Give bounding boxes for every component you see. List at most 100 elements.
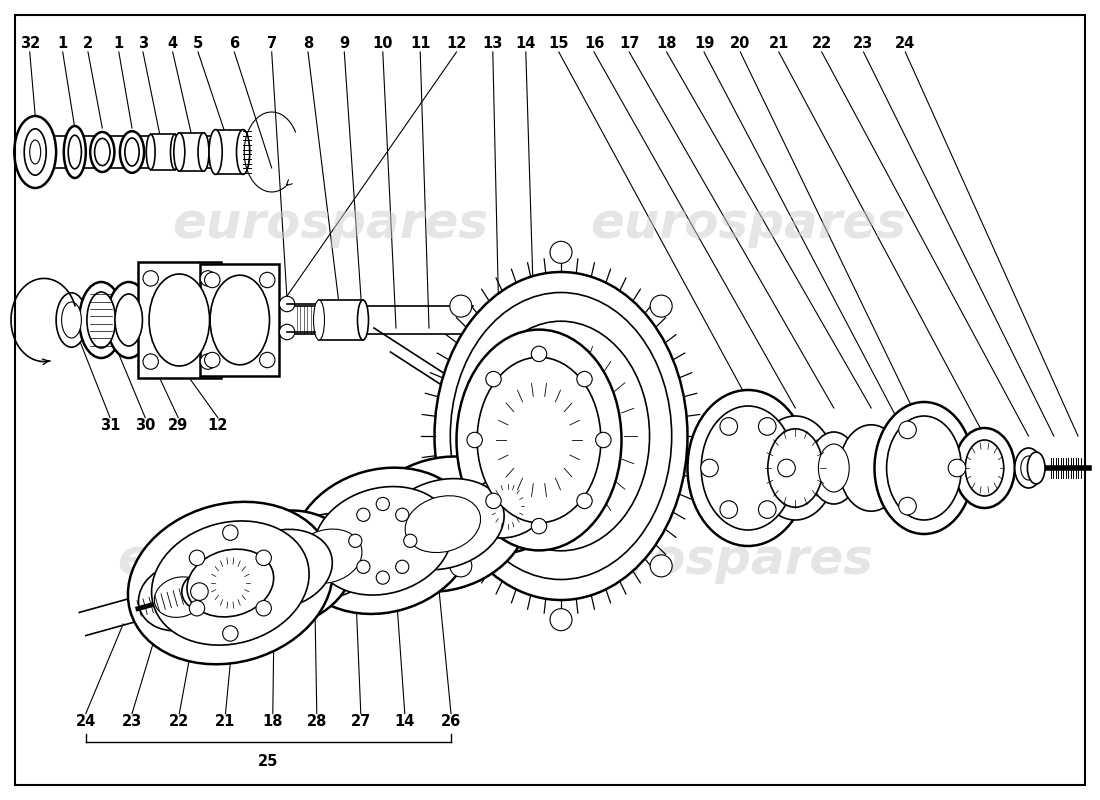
- Ellipse shape: [209, 130, 222, 174]
- Circle shape: [948, 459, 966, 477]
- Text: 24: 24: [895, 37, 915, 51]
- Text: eurospares: eurospares: [117, 536, 433, 584]
- Text: 1: 1: [57, 37, 68, 51]
- Text: 9: 9: [339, 37, 350, 51]
- Circle shape: [720, 501, 737, 518]
- Text: 7: 7: [266, 37, 277, 51]
- Text: 22: 22: [169, 714, 189, 729]
- Ellipse shape: [293, 468, 473, 614]
- Circle shape: [222, 525, 238, 540]
- Circle shape: [759, 501, 775, 518]
- Ellipse shape: [30, 140, 41, 164]
- Circle shape: [576, 493, 592, 509]
- Ellipse shape: [477, 357, 601, 523]
- Text: 8: 8: [302, 37, 313, 51]
- Text: 23: 23: [122, 714, 142, 729]
- Circle shape: [205, 272, 220, 288]
- Text: 4: 4: [167, 37, 178, 51]
- Text: 10: 10: [373, 37, 393, 51]
- Ellipse shape: [209, 510, 354, 627]
- Circle shape: [222, 626, 238, 641]
- Ellipse shape: [1027, 452, 1045, 484]
- Circle shape: [279, 324, 295, 340]
- Circle shape: [260, 352, 275, 368]
- Bar: [179, 133, 204, 171]
- Ellipse shape: [434, 272, 688, 600]
- Ellipse shape: [198, 133, 209, 171]
- Text: 19: 19: [694, 37, 714, 51]
- Ellipse shape: [818, 444, 849, 492]
- Text: 26: 26: [441, 714, 461, 729]
- Circle shape: [189, 550, 205, 566]
- Circle shape: [450, 555, 472, 577]
- Ellipse shape: [293, 529, 362, 583]
- Circle shape: [256, 601, 272, 616]
- Ellipse shape: [456, 330, 622, 550]
- Circle shape: [200, 354, 216, 370]
- Text: 18: 18: [263, 714, 283, 729]
- Text: 14: 14: [395, 714, 415, 729]
- Circle shape: [356, 508, 370, 522]
- Ellipse shape: [56, 293, 87, 347]
- Text: 27: 27: [351, 714, 371, 729]
- Text: 23: 23: [854, 37, 873, 51]
- Circle shape: [576, 371, 592, 387]
- Text: eurospares: eurospares: [172, 200, 488, 248]
- Text: 11: 11: [410, 37, 430, 51]
- Circle shape: [899, 498, 916, 515]
- Circle shape: [356, 560, 370, 574]
- Text: 15: 15: [549, 37, 569, 51]
- Ellipse shape: [466, 474, 548, 538]
- Circle shape: [550, 609, 572, 630]
- Text: 17: 17: [619, 37, 639, 51]
- Ellipse shape: [955, 428, 1014, 508]
- Text: eurospares: eurospares: [590, 200, 906, 248]
- Ellipse shape: [966, 440, 1003, 496]
- Ellipse shape: [756, 416, 835, 520]
- Ellipse shape: [152, 521, 309, 645]
- Circle shape: [143, 270, 158, 286]
- Ellipse shape: [95, 138, 110, 166]
- Bar: [200, 264, 279, 376]
- Ellipse shape: [79, 282, 123, 358]
- Circle shape: [396, 508, 409, 522]
- Ellipse shape: [64, 126, 86, 178]
- Bar: [216, 130, 243, 174]
- Circle shape: [182, 574, 217, 610]
- Ellipse shape: [887, 416, 961, 520]
- Ellipse shape: [128, 502, 333, 664]
- Circle shape: [205, 352, 220, 368]
- Circle shape: [189, 601, 205, 616]
- Ellipse shape: [1014, 448, 1043, 488]
- Circle shape: [550, 242, 572, 263]
- Ellipse shape: [120, 131, 144, 173]
- Ellipse shape: [90, 132, 114, 172]
- Circle shape: [759, 418, 775, 435]
- Ellipse shape: [405, 496, 481, 553]
- Bar: [151, 134, 175, 170]
- Ellipse shape: [382, 478, 504, 570]
- Ellipse shape: [688, 390, 808, 546]
- Text: 21: 21: [769, 37, 789, 51]
- Ellipse shape: [24, 129, 46, 175]
- Text: 1: 1: [113, 37, 124, 51]
- Text: 32: 32: [20, 37, 40, 51]
- Ellipse shape: [116, 294, 143, 346]
- Ellipse shape: [358, 300, 368, 340]
- Circle shape: [701, 459, 718, 477]
- Text: 13: 13: [483, 37, 503, 51]
- Text: 12: 12: [447, 37, 466, 51]
- Text: 18: 18: [657, 37, 676, 51]
- Ellipse shape: [230, 530, 332, 609]
- Ellipse shape: [107, 282, 151, 358]
- Ellipse shape: [702, 406, 794, 530]
- Circle shape: [256, 550, 272, 566]
- Circle shape: [349, 534, 362, 547]
- Text: 25: 25: [258, 754, 278, 769]
- Ellipse shape: [150, 274, 209, 366]
- Ellipse shape: [358, 457, 528, 592]
- Ellipse shape: [14, 116, 56, 188]
- Ellipse shape: [87, 292, 116, 348]
- Ellipse shape: [68, 135, 81, 169]
- Circle shape: [190, 583, 208, 601]
